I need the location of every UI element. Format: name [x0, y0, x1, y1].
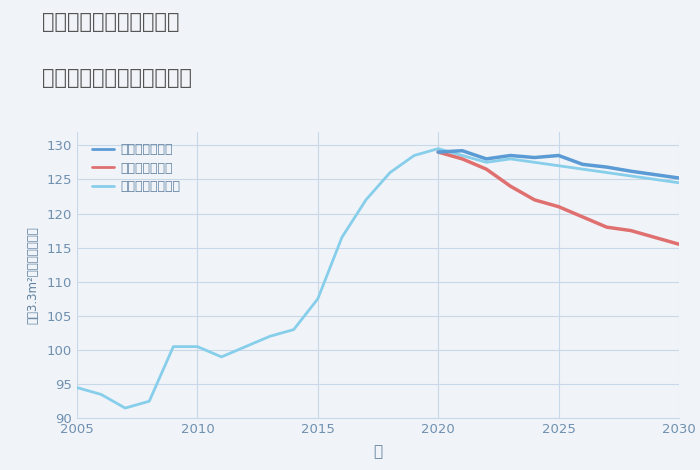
- バッドシナリオ: [603, 224, 611, 230]
- ノーマルシナリオ: [362, 197, 370, 203]
- バッドシナリオ: [651, 235, 659, 240]
- グッドシナリオ: [434, 149, 442, 155]
- ノーマルシナリオ: [434, 146, 442, 151]
- ノーマルシナリオ: [458, 153, 466, 158]
- X-axis label: 年: 年: [373, 445, 383, 460]
- グッドシナリオ: [626, 168, 635, 174]
- バッドシナリオ: [626, 228, 635, 234]
- ノーマルシナリオ: [651, 177, 659, 182]
- ノーマルシナリオ: [290, 327, 298, 332]
- Text: 兵庫県姫路市飾東町庄の: 兵庫県姫路市飾東町庄の: [42, 12, 179, 32]
- Y-axis label: 坪（3.3m²）単価（万円）: 坪（3.3m²）単価（万円）: [27, 226, 40, 324]
- グッドシナリオ: [506, 153, 514, 158]
- ノーマルシナリオ: [337, 235, 346, 240]
- ノーマルシナリオ: [626, 173, 635, 179]
- グッドシナリオ: [675, 175, 683, 181]
- バッドシナリオ: [531, 197, 539, 203]
- バッドシナリオ: [482, 166, 491, 172]
- ノーマルシナリオ: [531, 159, 539, 165]
- ノーマルシナリオ: [241, 344, 250, 349]
- Legend: グッドシナリオ, バッドシナリオ, ノーマルシナリオ: グッドシナリオ, バッドシナリオ, ノーマルシナリオ: [90, 141, 183, 196]
- ノーマルシナリオ: [482, 159, 491, 165]
- ノーマルシナリオ: [675, 180, 683, 186]
- ノーマルシナリオ: [314, 296, 322, 302]
- ノーマルシナリオ: [217, 354, 225, 360]
- Line: バッドシナリオ: バッドシナリオ: [438, 152, 679, 244]
- Line: グッドシナリオ: グッドシナリオ: [438, 151, 679, 178]
- グッドシナリオ: [458, 148, 466, 154]
- ノーマルシナリオ: [578, 166, 587, 172]
- グッドシナリオ: [603, 164, 611, 170]
- グッドシナリオ: [578, 162, 587, 167]
- グッドシナリオ: [531, 155, 539, 160]
- グッドシナリオ: [554, 153, 563, 158]
- ノーマルシナリオ: [603, 170, 611, 175]
- ノーマルシナリオ: [554, 163, 563, 169]
- ノーマルシナリオ: [506, 156, 514, 162]
- ノーマルシナリオ: [97, 392, 105, 397]
- バッドシナリオ: [458, 156, 466, 162]
- ノーマルシナリオ: [265, 334, 274, 339]
- バッドシナリオ: [578, 214, 587, 220]
- バッドシナリオ: [554, 204, 563, 210]
- Text: 中古マンションの価格推移: 中古マンションの価格推移: [42, 68, 192, 88]
- バッドシナリオ: [506, 183, 514, 189]
- ノーマルシナリオ: [410, 153, 419, 158]
- ノーマルシナリオ: [386, 170, 394, 175]
- ノーマルシナリオ: [121, 405, 130, 411]
- ノーマルシナリオ: [73, 385, 81, 391]
- ノーマルシナリオ: [145, 399, 153, 404]
- バッドシナリオ: [434, 149, 442, 155]
- ノーマルシナリオ: [193, 344, 202, 349]
- Line: ノーマルシナリオ: ノーマルシナリオ: [77, 149, 679, 408]
- ノーマルシナリオ: [169, 344, 178, 349]
- グッドシナリオ: [482, 156, 491, 162]
- グッドシナリオ: [651, 172, 659, 177]
- バッドシナリオ: [675, 242, 683, 247]
